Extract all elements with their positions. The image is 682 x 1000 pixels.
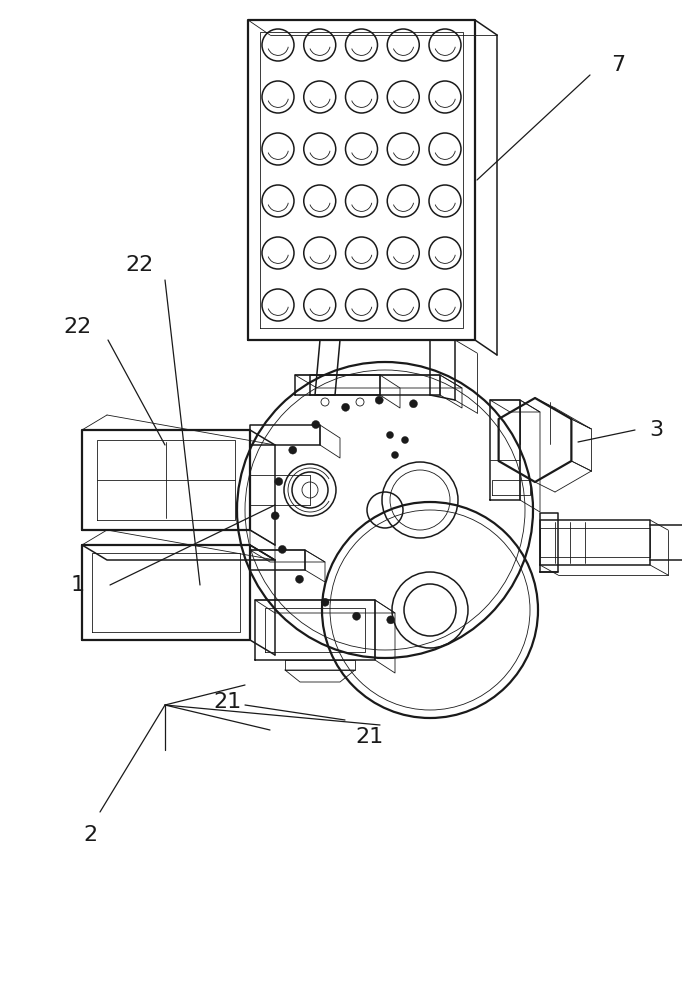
Circle shape xyxy=(312,421,320,429)
Circle shape xyxy=(342,403,350,411)
Circle shape xyxy=(288,446,297,454)
Circle shape xyxy=(391,452,398,458)
Circle shape xyxy=(295,575,303,583)
Circle shape xyxy=(275,478,283,486)
Text: 2: 2 xyxy=(83,825,97,845)
Circle shape xyxy=(271,512,279,520)
Text: 21: 21 xyxy=(214,692,242,712)
Circle shape xyxy=(409,400,417,408)
Text: 3: 3 xyxy=(649,420,663,440)
Text: 22: 22 xyxy=(64,317,92,337)
Text: 7: 7 xyxy=(611,55,625,75)
Circle shape xyxy=(387,616,395,624)
Circle shape xyxy=(321,598,329,606)
Text: 22: 22 xyxy=(126,255,154,275)
Text: 21: 21 xyxy=(356,727,384,747)
Circle shape xyxy=(387,432,394,438)
Circle shape xyxy=(353,612,361,620)
Circle shape xyxy=(375,396,383,404)
Circle shape xyxy=(402,436,409,444)
Text: 1: 1 xyxy=(71,575,85,595)
Circle shape xyxy=(278,545,286,553)
